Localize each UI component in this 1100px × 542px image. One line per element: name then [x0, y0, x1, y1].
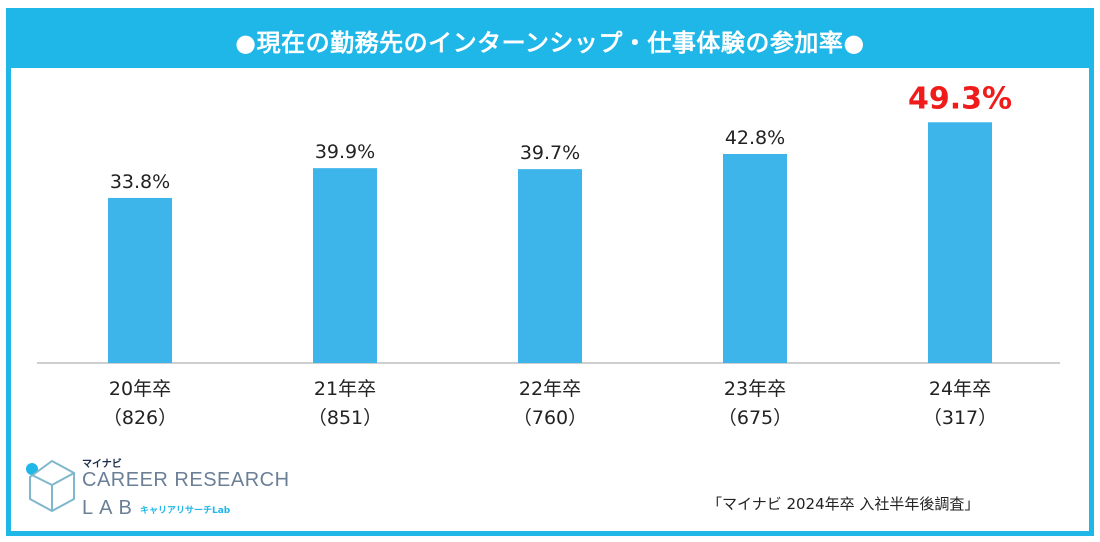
bar-3: [723, 153, 787, 363]
category-label-1: 21年卒: [314, 378, 376, 400]
bar-value-label-3: 42.8%: [725, 127, 785, 149]
cube-person-icon: [26, 459, 75, 513]
chart-frame: ●現在の勤務先のインターンシップ・仕事体験の参加率●: [6, 8, 1094, 536]
bar-value-label-2: 39.7%: [520, 142, 580, 164]
logo-brand-sub: キャリアリサーチLab: [140, 506, 231, 516]
bar-2: [518, 169, 582, 363]
bar-value-label-0: 33.8%: [110, 171, 170, 193]
category-label-3: 23年卒: [724, 378, 786, 400]
category-label-4: 24年卒: [929, 378, 991, 400]
chart-title: ●現在の勤務先のインターンシップ・仕事体験の参加率●: [11, 13, 1089, 68]
sample-size-label-1: （851）: [308, 407, 382, 429]
category-label-0: 20年卒: [109, 378, 171, 400]
bar-0: [108, 197, 172, 363]
sample-size-label-2: （760）: [513, 407, 587, 429]
sample-size-label-4: （317）: [923, 407, 997, 429]
bar-value-label-1: 39.9%: [315, 141, 375, 163]
career-research-lab-logo: マイナビ CAREER RESEARCH LAB キャリアリサーチLab: [22, 455, 292, 525]
logo-brand-small: マイナビ: [82, 459, 122, 470]
sample-size-label-3: （675）: [718, 407, 792, 429]
source-note: 「マイナビ 2024年卒 入社半年後調査」: [707, 495, 980, 513]
logo-brand-lab: LAB: [82, 497, 138, 519]
sample-size-label-0: （826）: [103, 407, 177, 429]
bar-value-label-4: 49.3%: [908, 81, 1012, 116]
bar-4: [928, 122, 992, 363]
logo-brand-main: CAREER RESEARCH: [82, 469, 290, 491]
category-label-2: 22年卒: [519, 378, 581, 400]
bar-1: [313, 168, 377, 363]
